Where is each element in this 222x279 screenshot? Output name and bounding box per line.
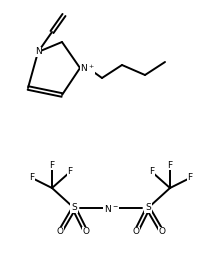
Text: F: F bbox=[167, 160, 172, 170]
Text: F: F bbox=[187, 174, 192, 182]
Text: N$^-$: N$^-$ bbox=[104, 203, 118, 213]
Text: O: O bbox=[83, 227, 89, 237]
Text: N: N bbox=[35, 47, 41, 57]
Text: S: S bbox=[71, 203, 77, 213]
Text: F: F bbox=[149, 167, 155, 177]
Text: O: O bbox=[133, 227, 139, 237]
Text: S: S bbox=[145, 203, 151, 213]
Text: F: F bbox=[50, 160, 55, 170]
Text: O: O bbox=[159, 227, 165, 237]
Text: N$^+$: N$^+$ bbox=[80, 62, 95, 74]
Text: F: F bbox=[30, 174, 35, 182]
Text: O: O bbox=[57, 227, 63, 237]
Text: F: F bbox=[67, 167, 73, 177]
